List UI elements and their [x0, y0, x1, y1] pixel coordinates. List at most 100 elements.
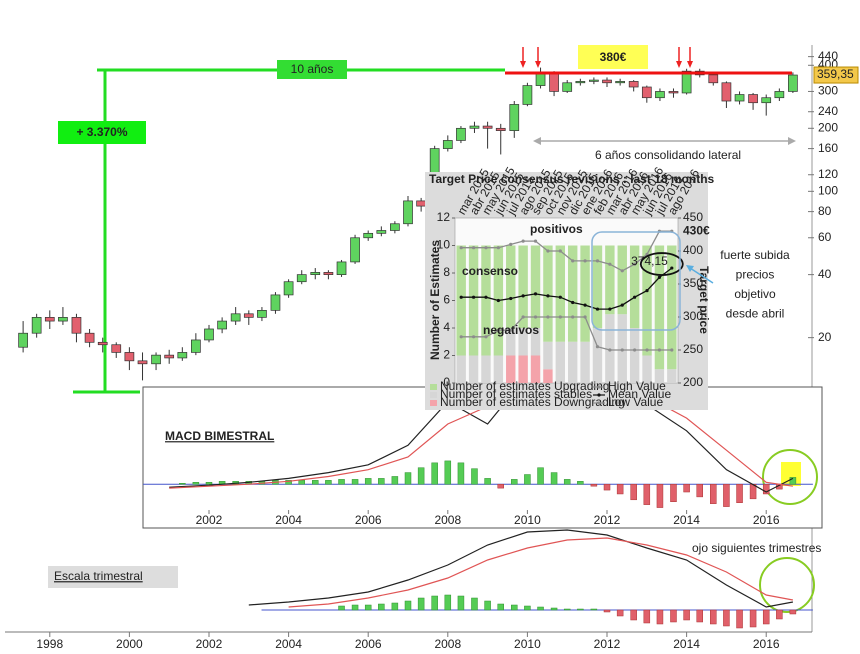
histogram-bar [524, 474, 531, 485]
x-tick-label: 2008 [434, 637, 461, 651]
bar-segment [493, 355, 504, 383]
legend-marker [597, 393, 601, 397]
target-marker [608, 348, 612, 352]
bar-segment [456, 245, 466, 356]
target-marker [533, 315, 538, 319]
x-tick-label: 2014 [673, 513, 700, 527]
target-line [461, 267, 673, 310]
histogram-bar [364, 478, 372, 485]
highlight-circle [762, 449, 818, 505]
bar-segment [667, 369, 677, 383]
target-marker [459, 295, 463, 299]
histogram-bar [603, 609, 611, 613]
target-marker [583, 315, 587, 319]
target-marker [471, 295, 476, 299]
bar-segment [468, 245, 479, 356]
x-tick-label: 2008 [434, 513, 461, 527]
x-tick-label: 2006 [355, 637, 382, 651]
candle-body [788, 74, 798, 92]
y-tick-label: 80 [818, 204, 832, 218]
candle-body [71, 317, 82, 334]
histogram-bar [205, 482, 213, 485]
target-marker [670, 266, 674, 270]
target-marker [608, 307, 612, 311]
histogram-bar [550, 607, 558, 611]
candle-body [641, 86, 652, 99]
target-marker [509, 328, 513, 332]
histogram-bar [471, 468, 478, 485]
bar-segment [654, 245, 665, 370]
histogram-bar [577, 608, 584, 611]
bar-segment [530, 245, 541, 328]
target-marker [657, 275, 662, 279]
y-tick-label: 300 [818, 84, 838, 98]
histogram-bar [789, 609, 797, 615]
label-ring [639, 252, 684, 276]
histogram-bar [789, 477, 797, 485]
candle-body [761, 97, 772, 104]
target-marker [620, 303, 624, 307]
y-tick-label: 440 [818, 49, 838, 63]
histogram-bar [762, 609, 770, 625]
candle-body [469, 125, 480, 129]
histogram-bar [338, 479, 345, 485]
bar-segment [654, 369, 665, 383]
histogram-bar [776, 609, 783, 620]
candle-body [111, 344, 122, 353]
y2-tick-label: 200 [683, 375, 703, 389]
target-marker [496, 328, 500, 332]
histogram-bar [696, 483, 703, 498]
y-tick-label: 2 [443, 348, 450, 362]
histogram-bar [444, 594, 452, 611]
red-arrow-head [520, 61, 526, 68]
target-marker [521, 239, 525, 243]
histogram-bar [378, 478, 385, 485]
histogram-bar [298, 480, 305, 485]
legend-marker [597, 385, 601, 389]
bar-segment [530, 355, 541, 383]
histogram-bar [471, 597, 478, 611]
histogram-bar [670, 609, 677, 623]
histogram-bar [179, 483, 186, 485]
candle-body [283, 281, 294, 296]
histogram-bar [537, 606, 544, 611]
bar-segment [642, 355, 652, 383]
candle-body [575, 81, 586, 84]
legend-marker [597, 401, 601, 405]
x-tick-label: 2016 [753, 513, 780, 527]
histogram-bar [643, 483, 651, 505]
candle-body [708, 74, 719, 84]
target-marker [620, 269, 624, 273]
candle-body [589, 79, 599, 82]
legend-swatch [430, 392, 437, 398]
histogram-bar [749, 609, 757, 628]
histogram-bar [710, 483, 717, 504]
candle-body [58, 317, 68, 322]
histogram-bar [417, 597, 425, 611]
target-marker [558, 315, 562, 319]
y-tick-label: 100 [818, 183, 838, 197]
target-marker [521, 315, 525, 319]
candle-body [482, 125, 493, 129]
y-tick-label: 60 [818, 230, 832, 244]
bar-segment [605, 245, 615, 315]
y2-tick-label: 350 [683, 276, 703, 290]
y2-tick-label: 400 [683, 243, 703, 257]
lateral-label: 6 años consolidando lateral [595, 148, 741, 162]
histogram-bar [670, 483, 677, 502]
target-marker [558, 249, 562, 253]
highlight-circle [759, 557, 815, 613]
bar-segment [518, 245, 528, 328]
inset-title: Target Price consensus revisions : last … [429, 172, 715, 186]
histogram-bar [683, 609, 690, 621]
histogram-bar [630, 609, 637, 621]
red-arrow-head [687, 61, 693, 68]
target-marker [633, 295, 637, 299]
bar-segment [667, 245, 677, 370]
target-marker [670, 348, 674, 352]
bar-segment [617, 245, 627, 315]
histogram-bar [364, 604, 372, 611]
histogram-bar [723, 483, 730, 507]
target-marker [571, 259, 575, 263]
